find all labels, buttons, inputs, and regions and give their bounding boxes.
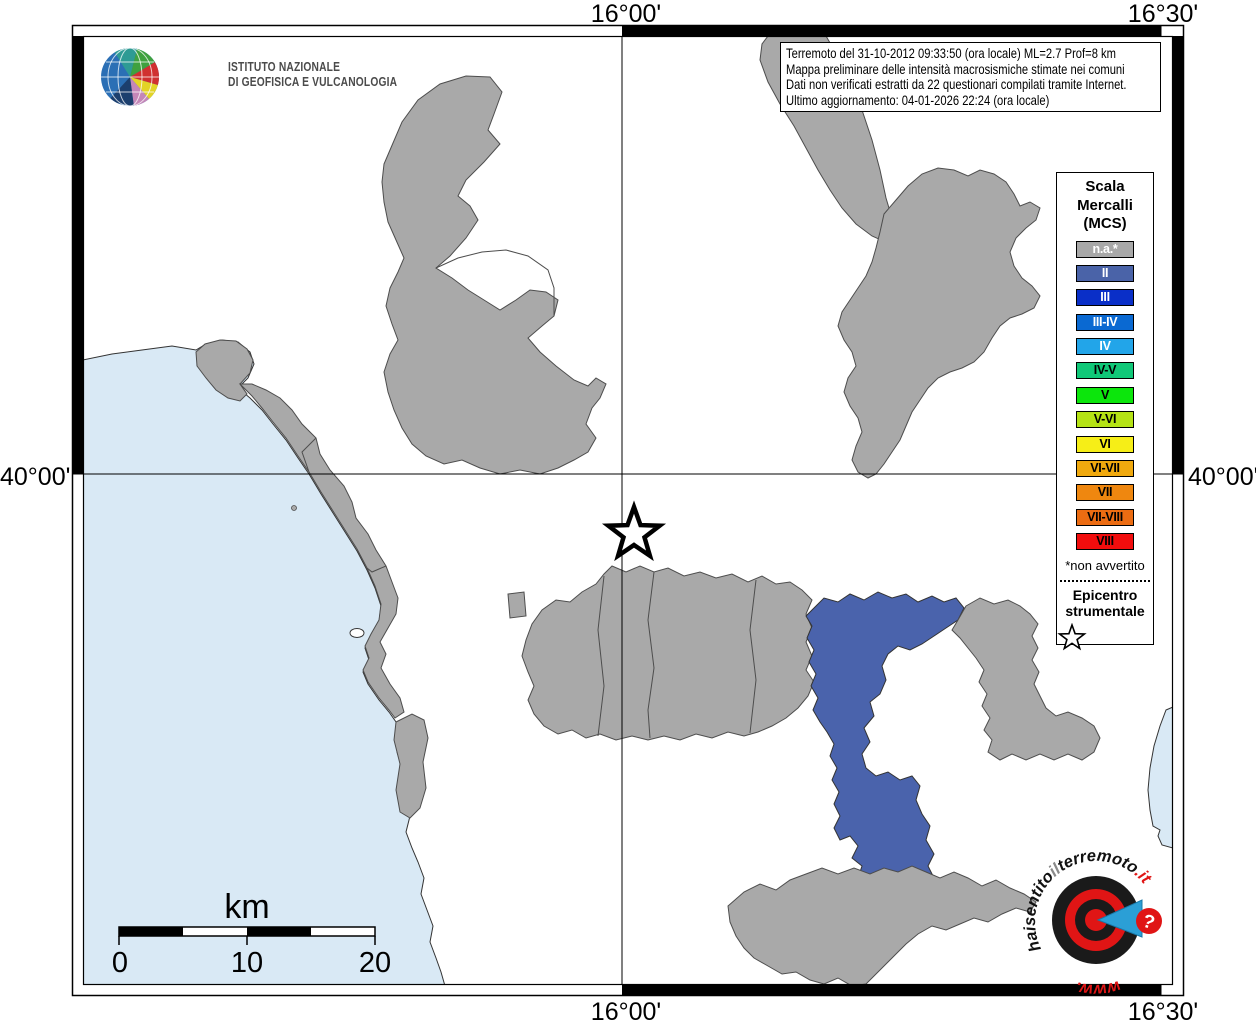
municipal-border — [749, 579, 757, 734]
scale-tick-0: 0 — [112, 947, 128, 979]
legend-box: Scala Mercalli (MCS) n.a.* II III III-IV IV I… — [1056, 172, 1154, 650]
frame-band-right-black — [1173, 36, 1183, 474]
coord-label-top-left: 16°00' — [590, 0, 662, 28]
map-region-na-central — [521, 565, 815, 741]
ingv-name-line1: ISTITUTO NAZIONALE — [228, 60, 341, 74]
coord-label-left: 40°00' — [0, 463, 71, 491]
municipal-border — [647, 571, 655, 739]
legend-swatch-na: n.a.* — [1076, 240, 1134, 258]
logo-www-text: www. — [1073, 977, 1122, 999]
islet — [291, 505, 297, 511]
ingv-wordmark: ISTITUTO NAZIONALE DI GEOFISICA E VULCAN… — [228, 60, 434, 89]
map-region-na-north-center — [381, 75, 607, 475]
scale-tick-10: 10 — [231, 947, 263, 979]
map-region-na-coastal-strip — [238, 383, 405, 719]
map-region-na-northeast-main — [837, 167, 1041, 479]
municipal-border — [366, 565, 387, 573]
coord-label-bottom-right: 16°30' — [1127, 998, 1199, 1026]
legend-epicenter-line2: strumentale — [1065, 602, 1145, 619]
scale-bar: km 0 10 20 — [112, 888, 391, 979]
islet-outline — [349, 628, 365, 638]
frame-inner — [82, 35, 1174, 986]
legend-separator — [1060, 579, 1150, 582]
map-region-intensity-ii — [805, 591, 965, 887]
legend-swatch-viii: VIII — [1076, 533, 1134, 551]
municipal-border — [597, 575, 605, 737]
legend-epicenter-star-icon — [1057, 622, 1087, 650]
coord-label-top-right: 16°30' — [1127, 0, 1199, 28]
municipal-border — [301, 437, 317, 473]
ingv-name-line2: DI GEOFISICA E VULCANOLOGIA — [228, 74, 398, 89]
legend-title-line2: Mercalli — [1077, 196, 1133, 214]
legend-swatch-iv: IV — [1076, 338, 1134, 356]
epicenter-star-icon — [601, 500, 667, 562]
frame-outer — [71, 24, 1185, 997]
info-line-updated: Ultimo aggiornamento: 04-01-2026 22:24 (… — [786, 91, 1050, 108]
frame-band-bottom-black — [622, 985, 1161, 995]
coord-label-bottom-left: 16°00' — [590, 998, 662, 1026]
municipal-border — [435, 249, 555, 316]
info-line-map-type: Mappa preliminare delle intensità macros… — [786, 60, 1125, 77]
map-region-na-small-square — [507, 591, 527, 619]
legend-epicenter-line1: Epicentro — [1072, 586, 1138, 603]
legend-swatch-ii: II — [1076, 264, 1134, 282]
legend-swatch-iii: III — [1076, 289, 1134, 307]
legend-swatch-v: V — [1076, 386, 1134, 404]
legend-swatch-viiviii: VII-VIII — [1076, 508, 1134, 526]
frame-band-left-black — [73, 36, 83, 474]
question-badge — [1136, 908, 1162, 934]
bullseye-center — [1085, 909, 1107, 931]
legend-swatch-vvi: V-VI — [1076, 411, 1134, 429]
haisentito-logo: ? haisentitoilterremoto.it www. — [1021, 847, 1162, 999]
info-line-event: Terremoto del 31-10-2012 09:33:50 (ora l… — [786, 45, 1116, 61]
legend-swatch-vii: VII — [1076, 484, 1134, 502]
legend-swatch-vivii: VI-VII — [1076, 460, 1134, 478]
legend-swatches: n.a.* II III III-IV IV IV-V V V-VI VI VI-VII VII VI… — [1057, 240, 1153, 551]
ingv-globe-logo — [101, 48, 159, 106]
map-region-na-east-hook — [951, 597, 1101, 761]
legend-title-line1: Scala — [1085, 178, 1125, 195]
legend-swatch-ivv: IV-V — [1076, 362, 1134, 380]
map-region-na-south — [727, 865, 1037, 984]
legend-swatch-iiiiv: III-IV — [1076, 313, 1134, 331]
legend-swatch-vi: VI — [1076, 435, 1134, 453]
scale-tick-20: 20 — [359, 947, 391, 979]
legend-title-line3: (MCS) — [1083, 215, 1127, 232]
sea-ionian-sliver — [1147, 706, 1172, 849]
scale-bar-unit: km — [224, 888, 269, 926]
map-region-na-coastal-south — [393, 713, 429, 819]
coord-label-right: 40°00' — [1188, 463, 1256, 491]
frame-band-top-black — [622, 26, 1161, 36]
earthquake-info-box: Terremoto del 31-10-2012 09:33:50 (ora l… — [780, 42, 1161, 112]
legend-footnote: *non avvertito — [1065, 557, 1145, 573]
info-line-data-source: Dati non verificati estratti da 22 quest… — [786, 76, 1127, 93]
